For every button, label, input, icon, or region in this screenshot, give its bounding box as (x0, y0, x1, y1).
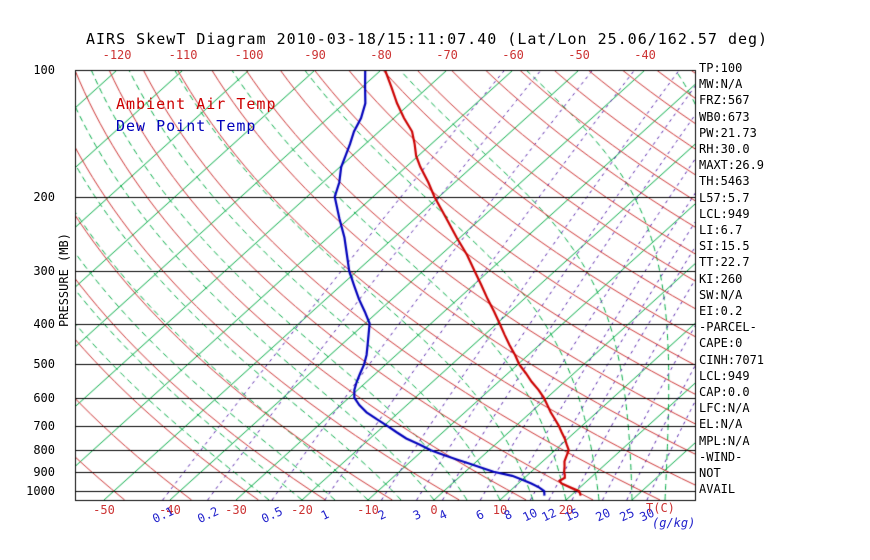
stats-line: EL:N/A (699, 417, 743, 432)
bottom-temp-label: -40 (159, 503, 181, 517)
top-temp-label: -100 (234, 48, 264, 62)
stats-line: FRZ:567 (699, 93, 750, 108)
pressure-tick-label: 100 (33, 63, 55, 77)
stats-line: LFC:N/A (699, 401, 750, 416)
pressure-tick-label: 200 (33, 189, 55, 204)
pressure-axis-label: PRESSURE (MB) (57, 233, 71, 327)
stats-line: NOT (699, 466, 721, 481)
bottom-temp-label: -10 (357, 503, 379, 517)
stats-line: KI:260 (699, 271, 743, 286)
stats-line: TH:5463 (699, 174, 750, 189)
stats-panel: TP:100 MW:N/A FRZ:567 WB0:673 PW:21.73 RH:30.… (699, 60, 764, 497)
top-temp-label: -90 (304, 48, 326, 62)
pressure-tick-label: 800 (33, 443, 55, 458)
top-temp-label: -50 (568, 48, 590, 62)
stats-line: RH:30.0 (699, 142, 750, 157)
stats-line: CAPE:0 (699, 336, 743, 351)
stats-line: TP:100 (699, 61, 743, 75)
bottom-temp-label: 10 (492, 503, 508, 517)
pressure-tick-label: 500 (33, 357, 55, 372)
stats-line: EI:0.2 (699, 304, 743, 319)
pressure-tick-label: 400 (33, 316, 55, 331)
legend-dew-point-temp: Dew Point Temp (116, 117, 257, 135)
stats-line: MW:N/A (699, 77, 743, 92)
legend-ambient-air-temp: Ambient Air Temp (116, 95, 277, 113)
top-temp-label: -60 (502, 48, 524, 62)
stats-line: PW:21.73 (699, 125, 757, 140)
stats-line: CINH:7071 (699, 352, 765, 367)
top-temp-label: -70 (436, 48, 458, 62)
stats-line: LI:6.7 (699, 223, 743, 238)
top-temp-label: -110 (168, 48, 198, 62)
temp-unit-label: T(C) (646, 501, 675, 515)
stats-line: LCL:949 (699, 206, 750, 221)
pressure-tick-label: 300 (33, 263, 55, 278)
stats-line: AVAIL (699, 482, 736, 497)
top-temp-label: -80 (370, 48, 392, 62)
bottom-temp-label: 20 (558, 503, 574, 517)
pressure-tick-label: 600 (33, 390, 55, 405)
pressure-tick-label: 700 (33, 418, 55, 433)
stats-line: SW:N/A (699, 287, 743, 302)
bottom-temp-label: -30 (225, 503, 247, 517)
pressure-tick-label: 900 (33, 464, 55, 479)
stats-line: TT:22.7 (699, 255, 750, 270)
top-temp-label: -120 (102, 48, 132, 62)
stats-line: LCL:949 (699, 368, 750, 383)
stats-line: -PARCEL- (699, 320, 757, 335)
stats-line: CAP:0.0 (699, 385, 750, 400)
stats-line: -WIND- (699, 449, 743, 464)
top-temp-label: -40 (634, 48, 656, 62)
bottom-temp-label: -20 (291, 503, 313, 517)
stats-line: MAXT:26.9 (699, 158, 765, 173)
pressure-tick-label: 1000 (26, 484, 55, 499)
stats-line: WB0:673 (699, 109, 750, 124)
bottom-temp-label: -50 (93, 503, 115, 517)
stats-line: MPL:N/A (699, 433, 750, 448)
chart-title: AIRS SkewT Diagram 2010-03-18/15:11:07.4… (86, 30, 769, 48)
stats-line: SI:15.5 (699, 239, 750, 254)
mixing-unit-label: (g/kg) (652, 516, 696, 530)
bottom-temp-label: 0 (430, 503, 438, 517)
stats-line: L57:5.7 (699, 190, 750, 205)
